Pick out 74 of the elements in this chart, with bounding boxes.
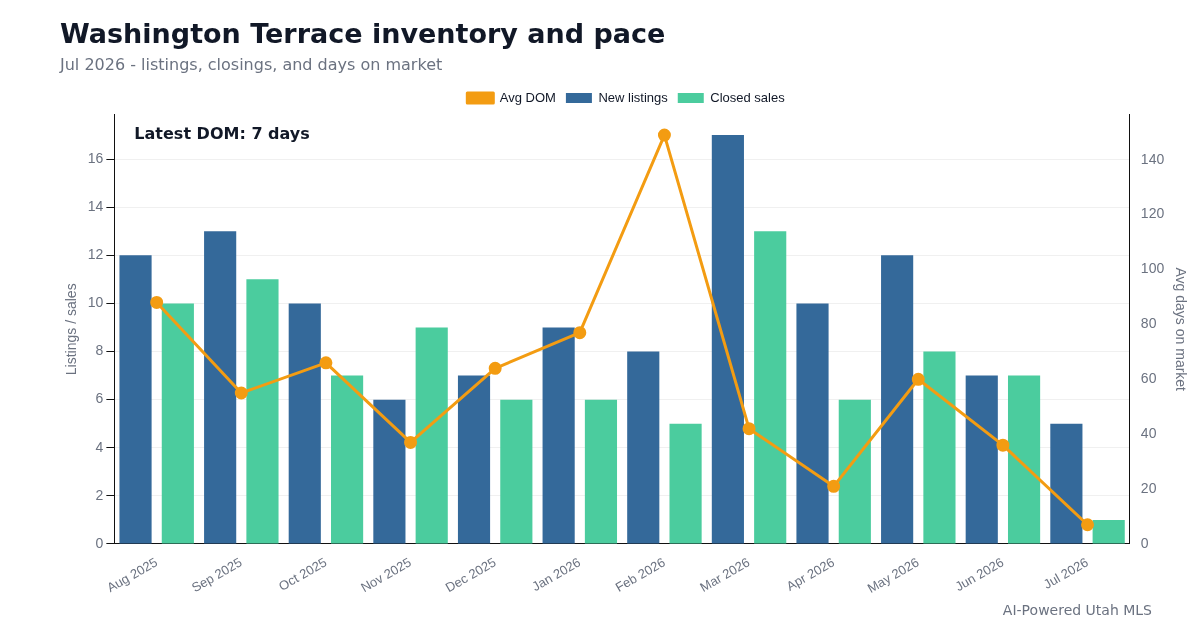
point — [150, 295, 164, 309]
bar — [161, 303, 194, 544]
bar — [204, 231, 237, 544]
point — [404, 435, 418, 449]
x-tick-label: Apr 2026 — [783, 554, 837, 594]
bar — [331, 375, 364, 544]
y-tick-label: 8 — [95, 342, 104, 359]
bar — [669, 423, 702, 544]
bar — [796, 303, 829, 544]
bar — [457, 375, 491, 544]
legend-label: Avg DOM — [499, 89, 556, 105]
x-tick-label: Aug 2025 — [104, 554, 160, 596]
chart-subtitle: Jul 2026 - listings, closings, and days on market — [59, 55, 443, 75]
bar — [542, 327, 575, 544]
point — [742, 422, 756, 436]
y2-tick-label: 80 — [1140, 315, 1157, 332]
bar — [246, 279, 279, 544]
point — [319, 356, 333, 370]
y2-axis-title: Avg days on market — [1172, 267, 1189, 392]
bar — [119, 255, 152, 544]
y-tick-label: 4 — [95, 438, 104, 455]
x-tick-label: Mar 2026 — [697, 554, 753, 595]
y2-tick-label: 100 — [1140, 260, 1165, 277]
y2-tick-label: 0 — [1140, 534, 1149, 551]
y-tick-label: 16 — [87, 149, 104, 166]
bar — [373, 399, 406, 544]
bar — [1092, 519, 1125, 544]
bar — [965, 375, 998, 544]
chart-title: Washington Terrace inventory and pace — [60, 18, 666, 50]
annotation: Latest DOM: 7 days — [134, 123, 310, 143]
x-tick-label: Jun 2026 — [952, 554, 1007, 595]
y-tick-label: 12 — [87, 246, 104, 263]
point — [573, 326, 587, 340]
y-tick-label: 10 — [87, 294, 104, 311]
point — [827, 479, 841, 493]
point — [996, 438, 1010, 452]
y2-tick-label: 140 — [1140, 150, 1165, 167]
bar — [711, 135, 744, 544]
point — [657, 128, 671, 142]
bar — [627, 351, 660, 544]
x-tick-label: May 2026 — [864, 554, 922, 596]
point — [234, 386, 248, 400]
y2-tick-label: 40 — [1140, 425, 1157, 442]
bar — [838, 399, 871, 544]
bar — [415, 327, 448, 544]
x-tick-label: Dec 2025 — [442, 554, 499, 596]
y2-tick-label: 60 — [1140, 370, 1157, 387]
x-tick-label: Oct 2025 — [276, 554, 330, 594]
y-tick-label: 0 — [95, 534, 104, 551]
y2-tick-label: 120 — [1140, 205, 1165, 222]
point — [911, 372, 925, 386]
x-tick-label: Sep 2025 — [188, 554, 245, 596]
x-tick-label: Jul 2026 — [1040, 554, 1091, 592]
y-tick-label: 14 — [87, 198, 104, 215]
y-tick-label: 2 — [95, 486, 104, 503]
y2-tick-label: 20 — [1140, 479, 1157, 496]
bar — [500, 399, 533, 544]
legend-label: Closed sales — [710, 89, 786, 105]
x-tick-label: Jan 2026 — [529, 554, 584, 595]
bar — [923, 351, 956, 544]
point — [1081, 518, 1095, 532]
legend-label: New listings — [598, 89, 669, 105]
bar — [288, 303, 321, 544]
text: AI-Powered Utah MLS — [1002, 602, 1152, 618]
x-tick-label: Feb 2026 — [612, 554, 668, 595]
bar — [584, 399, 618, 544]
bar — [881, 255, 914, 544]
bar — [1050, 423, 1083, 544]
point — [488, 361, 502, 375]
y-axis-title: Listings / sales — [63, 283, 80, 376]
y-tick-label: 6 — [95, 390, 104, 407]
bar — [754, 231, 787, 544]
bar — [1007, 375, 1041, 544]
x-tick-label: Nov 2025 — [358, 554, 414, 596]
